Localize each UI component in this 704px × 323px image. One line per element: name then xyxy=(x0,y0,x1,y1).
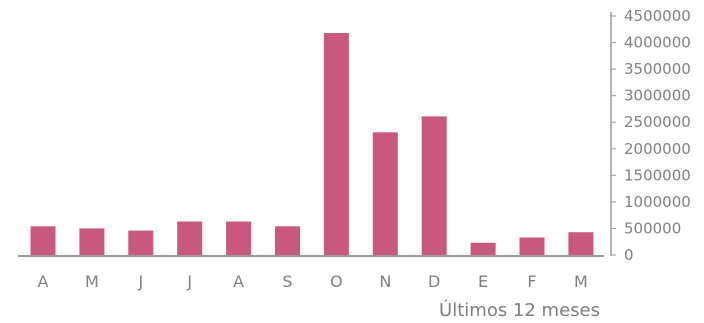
y-tick-label-4: 2000000 xyxy=(624,140,691,158)
x-tick-label-5: A xyxy=(233,272,244,291)
bar-3 xyxy=(128,230,154,255)
bar-8 xyxy=(372,132,398,255)
x-tick-label-4: J xyxy=(186,272,192,291)
x-tick-label-1: A xyxy=(38,272,49,291)
x-tick-label-12: M xyxy=(574,272,588,291)
x-tick-label-3: J xyxy=(137,272,143,291)
bar-2 xyxy=(79,228,105,255)
x-axis-title: Últimos 12 meses xyxy=(439,299,600,321)
y-tick-label-6: 3000000 xyxy=(624,87,691,105)
y-tick-label-7: 3500000 xyxy=(624,60,691,78)
bars-group xyxy=(30,33,594,256)
y-tick-label-0: 0 xyxy=(624,246,634,264)
bar-5 xyxy=(226,221,252,255)
bar-10 xyxy=(470,242,496,255)
x-tick-label-2: M xyxy=(85,272,99,291)
x-tick-label-10: E xyxy=(478,272,488,291)
bar-6 xyxy=(275,226,300,255)
y-tick-label-3: 1500000 xyxy=(624,166,691,184)
bar-4 xyxy=(177,221,203,255)
bar-9 xyxy=(421,116,447,256)
y-tick-label-9: 4500000 xyxy=(624,7,691,25)
x-tick-label-9: D xyxy=(428,272,440,291)
bar-11 xyxy=(519,237,545,255)
y-tick-label-1: 500000 xyxy=(624,219,681,237)
x-tick-label-6: S xyxy=(282,272,292,291)
y-tick-label-8: 4000000 xyxy=(624,34,691,52)
x-tick-label-7: O xyxy=(330,272,343,291)
y-tick-label-5: 2500000 xyxy=(624,113,691,131)
y-tick-label-2: 1000000 xyxy=(624,193,691,211)
bar-7 xyxy=(323,33,349,255)
bar-1 xyxy=(30,226,56,255)
y-ticks-group: 0 500000 1000000 1500000 2000000 2500000 30000… xyxy=(611,7,691,264)
x-tick-label-8: N xyxy=(379,272,391,291)
bar-12 xyxy=(568,232,594,255)
x-tick-label-11: F xyxy=(527,272,536,291)
